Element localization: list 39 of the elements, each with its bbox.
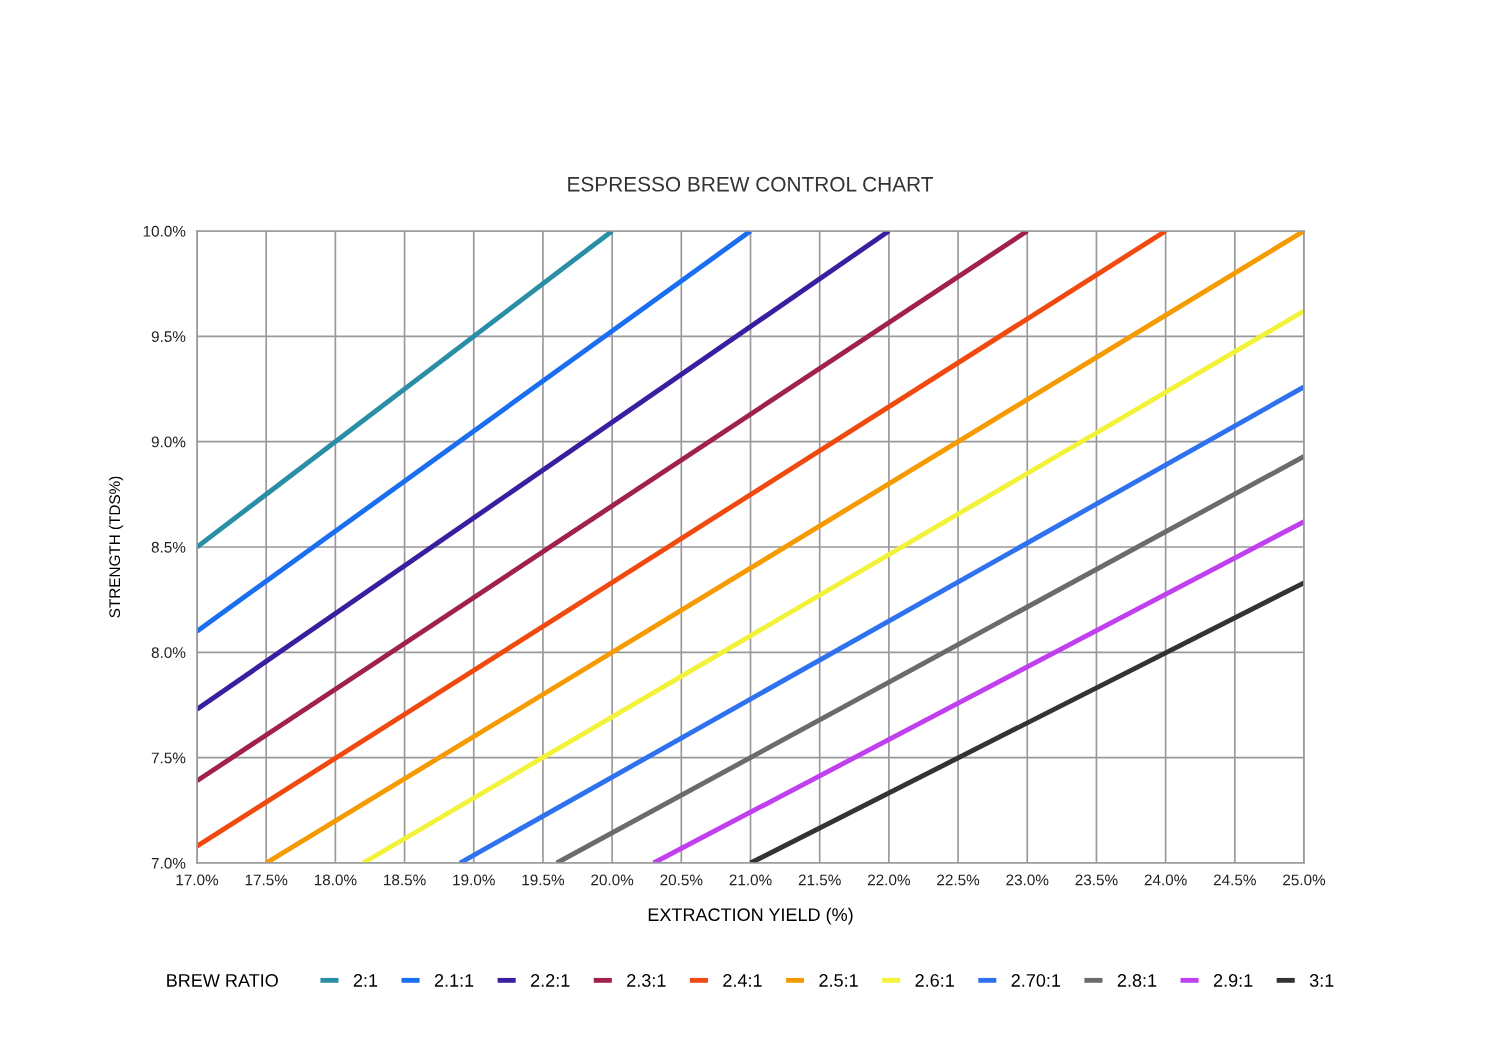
x-tick-label: 24.5%: [1213, 874, 1256, 886]
x-tick-label: 18.0%: [314, 874, 357, 886]
x-tick-label: 23.0%: [1006, 874, 1049, 886]
x-tick-label: 20.5%: [660, 874, 703, 886]
x-axis-title: EXTRACTION YIELD (%): [648, 907, 853, 925]
legend-label: 2.5:1: [819, 974, 858, 987]
legend-label: 2.3:1: [627, 974, 666, 987]
x-tick-label: 21.5%: [798, 874, 841, 886]
y-tick-label: 9.5%: [151, 331, 186, 343]
y-tick-label: 7.5%: [151, 752, 186, 764]
legend-label: 2.9:1: [1213, 974, 1253, 987]
y-tick-label: 10.0%: [143, 225, 186, 237]
x-tick-label: 20.0%: [591, 874, 634, 886]
x-tick-label: 22.0%: [867, 874, 910, 886]
y-tick-label: 8.5%: [151, 541, 186, 553]
x-tick-label: 24.0%: [1144, 874, 1187, 886]
x-tick-label: 19.0%: [453, 874, 495, 886]
legend-label: 2.70:1: [1011, 974, 1061, 987]
legend-label: 3:1: [1309, 974, 1334, 987]
legend-label: 2.4:1: [723, 974, 762, 987]
y-axis-title: STRENGTH (TDS%): [108, 476, 124, 618]
legend-title: BREW RATIO: [167, 974, 278, 987]
x-tick-label: 22.5%: [937, 874, 980, 886]
y-tick-label: 8.0%: [151, 647, 186, 659]
y-tick-label: 7.0%: [151, 857, 186, 869]
chart-title: ESPRESSO BREW CONTROL CHART: [568, 176, 933, 192]
y-tick-label: 9.0%: [151, 436, 186, 448]
legend-label: 2.8:1: [1117, 974, 1157, 987]
x-tick-label: 17.5%: [245, 874, 288, 886]
x-tick-label: 19.5%: [522, 874, 565, 886]
legend-label: 2.2:1: [531, 974, 570, 987]
x-tick-label: 23.5%: [1075, 874, 1118, 886]
x-tick-label: 18.5%: [384, 874, 426, 886]
legend-label: 2.1:1: [434, 974, 474, 987]
legend-label: 2:1: [353, 974, 378, 987]
legend-label: 2.6:1: [915, 974, 954, 987]
x-tick-label: 21.0%: [729, 874, 772, 886]
x-tick-label: 17.0%: [176, 874, 219, 886]
x-tick-label: 25.0%: [1283, 874, 1326, 886]
